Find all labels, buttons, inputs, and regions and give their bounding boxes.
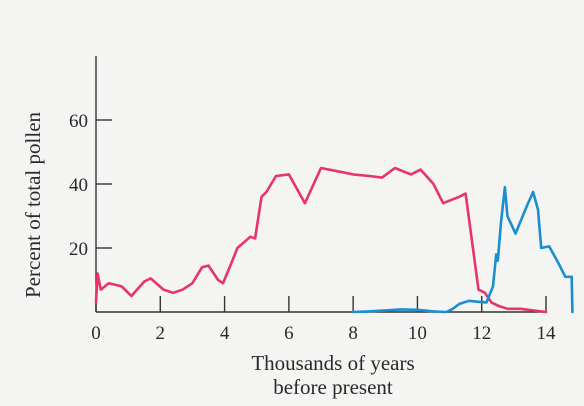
x-tick-label: 6: [284, 323, 294, 344]
x-axis-title-line1: Thousands of years: [251, 351, 414, 375]
y-tick-label: 20: [69, 239, 88, 260]
x-axis-title-line2: before present: [273, 375, 393, 399]
x-tick-label: 10: [408, 323, 427, 344]
x-tick-label: 0: [91, 323, 101, 344]
x-tick-label: 12: [472, 323, 491, 344]
y-tick-label: 40: [69, 175, 88, 196]
x-tick-label: 4: [220, 323, 230, 344]
y-axis-title: Percent of total pollen: [21, 111, 45, 298]
y-tick-label: 60: [69, 111, 88, 132]
series-line-2: [351, 185, 574, 314]
x-tick-label: 14: [537, 323, 557, 344]
x-tick-label: 2: [156, 323, 166, 344]
x-tick-label: 8: [348, 323, 358, 344]
series-line-1: [94, 166, 548, 314]
